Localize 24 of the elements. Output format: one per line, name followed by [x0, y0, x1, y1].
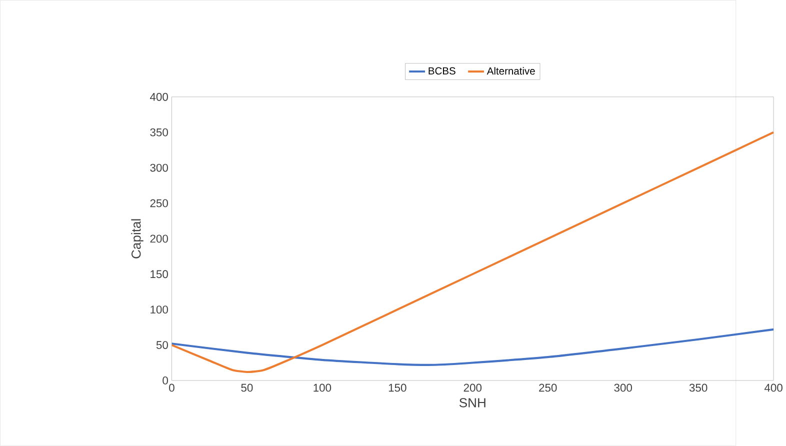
x-tick-label: 100	[314, 384, 332, 392]
x-tick-label: 300	[614, 384, 632, 392]
y-axis-title: Capital	[131, 219, 144, 258]
x-tick-label: 350	[689, 384, 708, 392]
line-series	[172, 328, 774, 366]
legend-label: BCBS	[428, 67, 456, 75]
x-tick-label: 150	[388, 384, 406, 392]
x-tick-label: 200	[464, 384, 482, 392]
y-tick-label: 350	[150, 128, 168, 136]
y-tick-label: 300	[150, 164, 168, 172]
y-tick-label: 50	[156, 341, 168, 350]
x-axis-title: SNH	[459, 398, 486, 408]
y-tick-label: 100	[150, 306, 168, 314]
x-tick-label: 50	[241, 384, 253, 392]
x-tick-label: 0	[169, 384, 174, 392]
y-tick-label: 150	[150, 270, 168, 278]
y-tick-label: 250	[150, 199, 168, 208]
y-tick-label: 400	[150, 92, 168, 101]
line-series	[172, 131, 774, 374]
y-tick-label: 0	[162, 376, 168, 384]
x-tick-label: 400	[764, 384, 782, 392]
legend-label: Alternative	[486, 67, 535, 75]
y-tick-label: 200	[150, 234, 168, 243]
x-tick-label: 250	[539, 384, 557, 392]
